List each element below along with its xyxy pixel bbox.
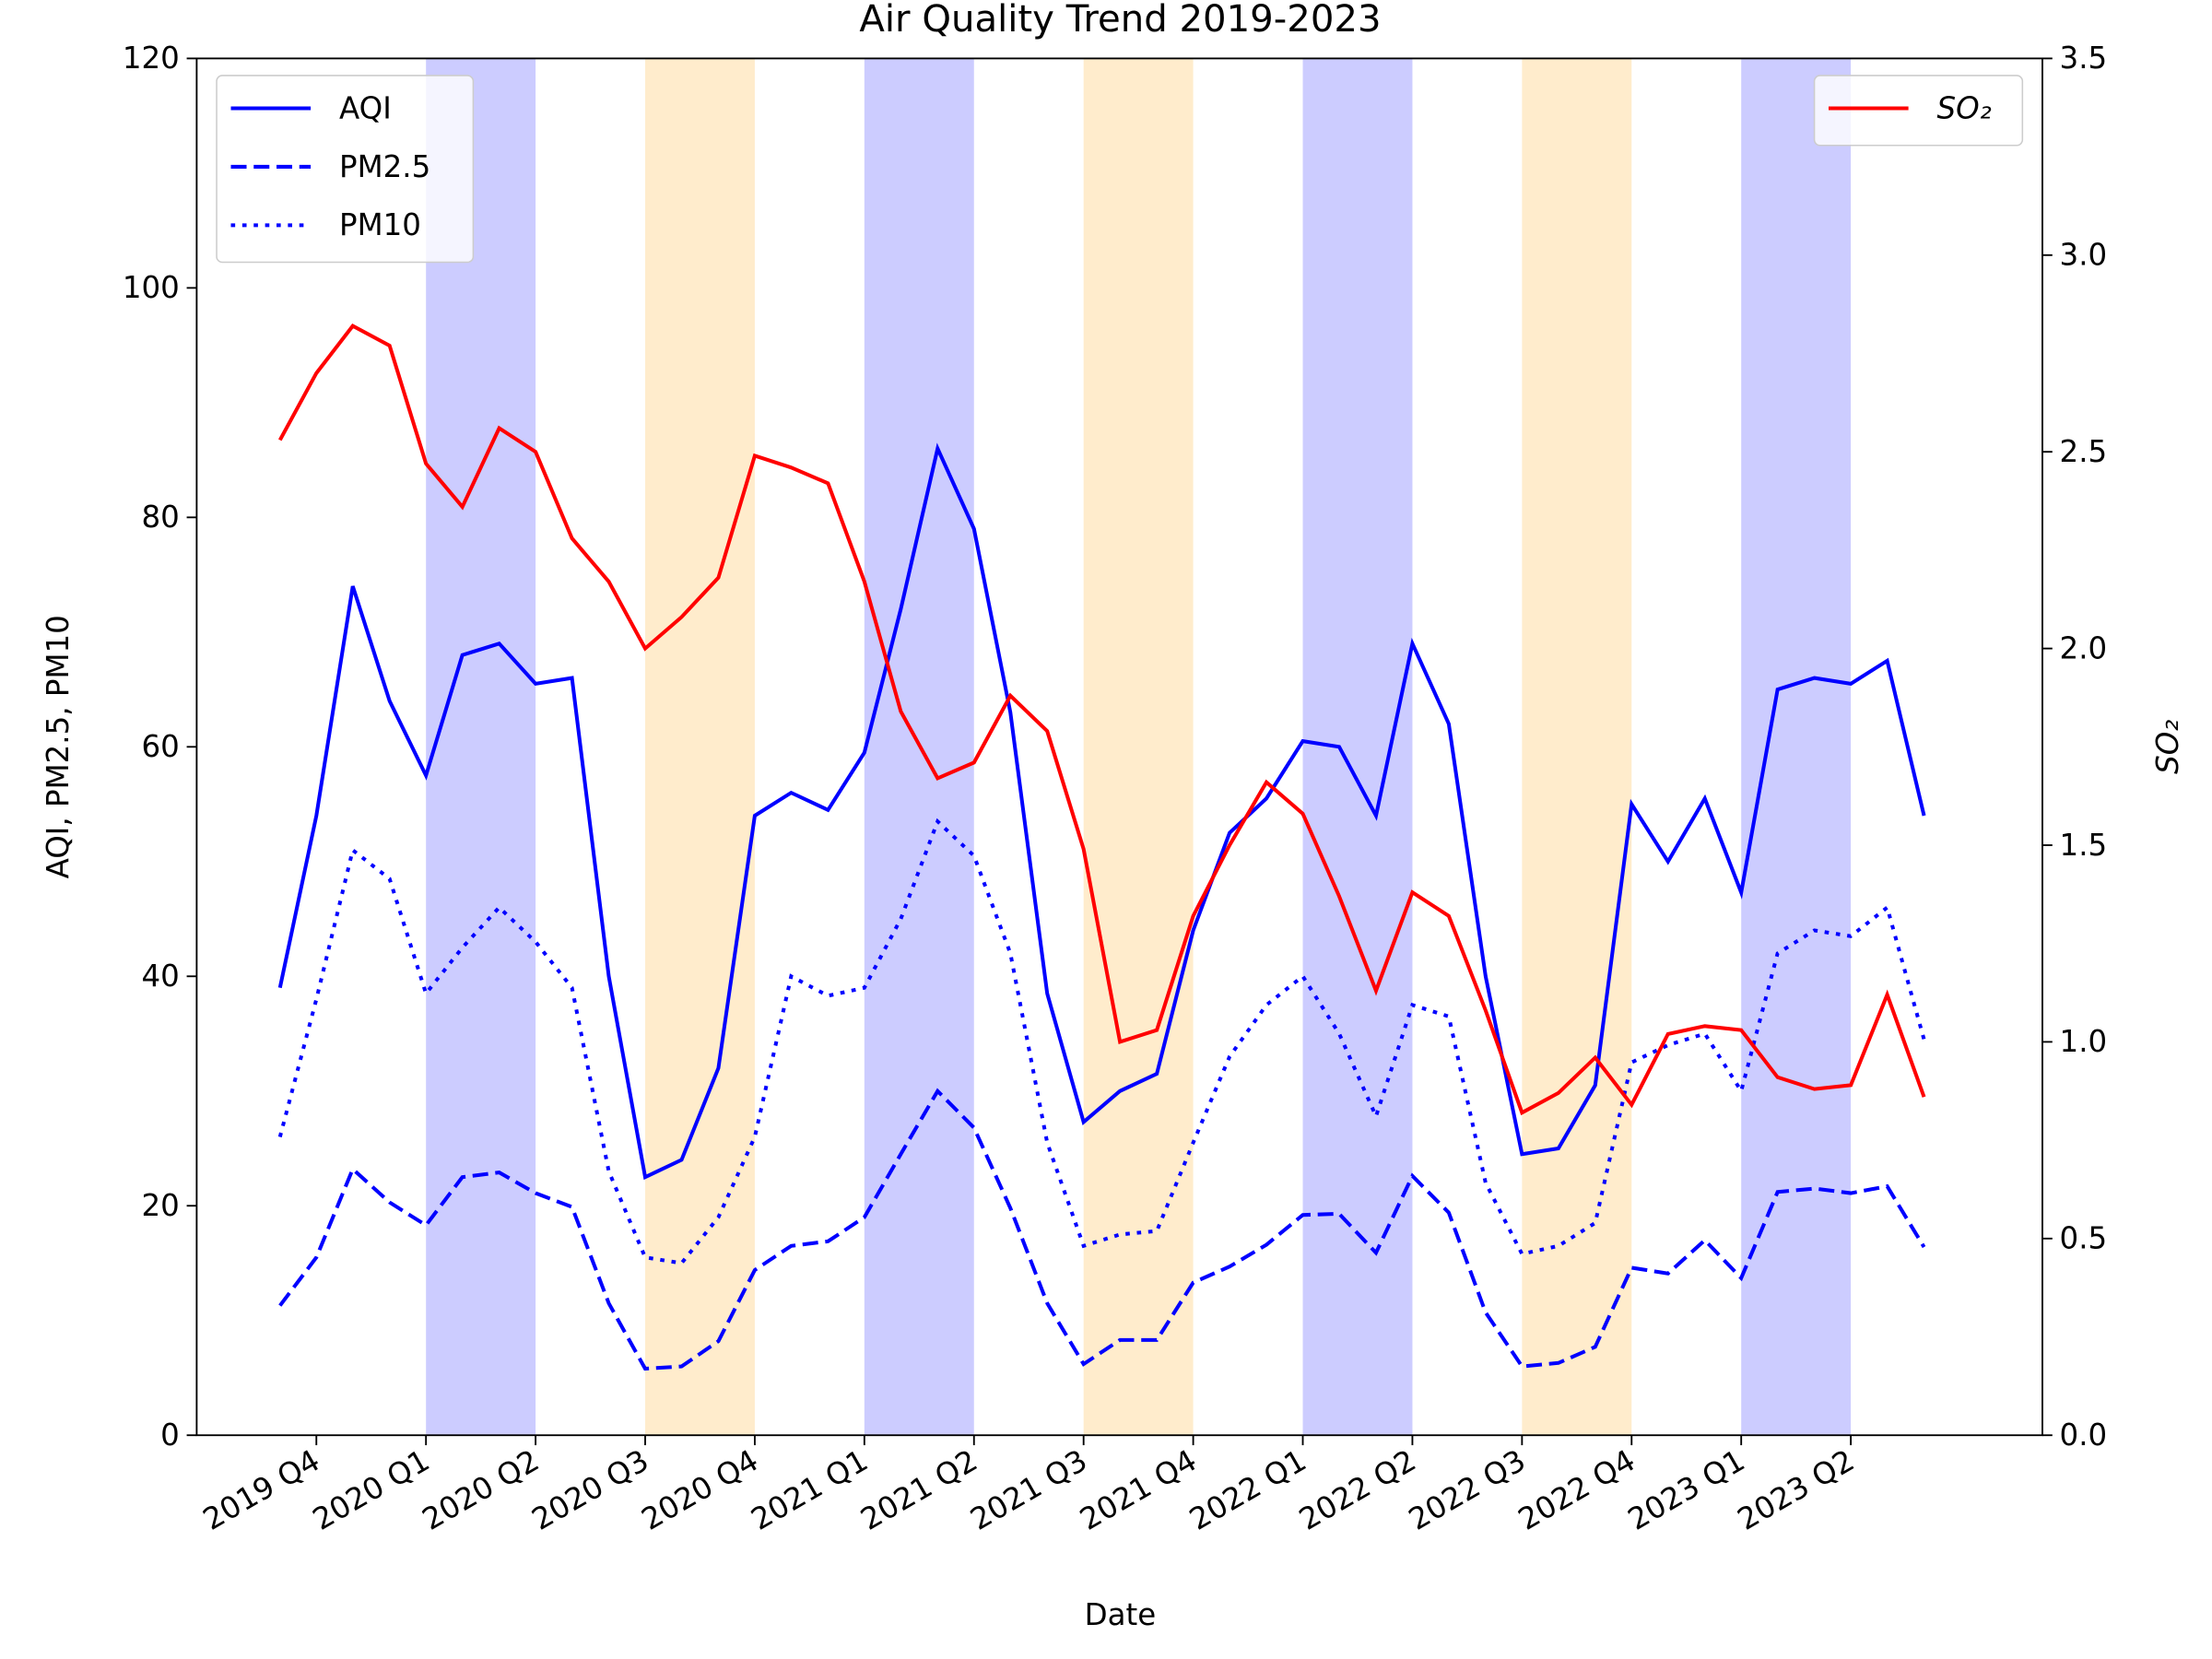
x-tick-label: 2020 Q4 (636, 1442, 765, 1536)
x-tick-label: 2021 Q2 (854, 1442, 983, 1536)
shaded-span (645, 58, 755, 1436)
series-line (278, 1088, 1926, 1371)
shaded-span (426, 58, 536, 1436)
y-tick-label: 40 (142, 959, 180, 994)
x-tick-label: 2022 Q3 (1403, 1442, 1532, 1536)
x-tick-label: 2021 Q3 (964, 1442, 1093, 1536)
x-tick-label: 2020 Q3 (526, 1442, 655, 1536)
shaded-span (1302, 58, 1413, 1436)
y-tick-label: 100 (123, 270, 180, 305)
x-tick-label: 2022 Q1 (1183, 1442, 1312, 1536)
x-tick-label: 2021 Q4 (1074, 1442, 1203, 1536)
y2-tick-label: 3.5 (2060, 41, 2108, 76)
y2-tick-label: 0.0 (2060, 1418, 2108, 1453)
series-line (278, 324, 1926, 1116)
x-tick-label: 2023 Q1 (1622, 1442, 1751, 1536)
x-tick-label: 2019 Q4 (197, 1442, 326, 1536)
legend-label: SO₂ (1937, 90, 1992, 125)
y-axis-label: AQI, PM2.5, PM10 (41, 615, 76, 878)
x-tick-label: 2021 Q1 (746, 1442, 875, 1536)
y2-tick-label: 3.0 (2060, 238, 2108, 273)
y2-tick-label: 0.5 (2060, 1221, 2108, 1256)
x-tick-label: 2022 Q2 (1293, 1442, 1422, 1536)
y-tick-label: 0 (160, 1418, 180, 1453)
x-tick-label: 2020 Q1 (307, 1442, 436, 1536)
legend-box (1813, 75, 2024, 147)
series-line (277, 442, 1926, 1181)
x-axis-label: Date (1085, 1597, 1157, 1632)
legend-box (216, 75, 475, 264)
legend-label: AQI (339, 90, 392, 125)
x-tick-label: 2023 Q2 (1732, 1442, 1861, 1536)
y2-axis-label: SO₂ (2150, 720, 2185, 774)
x-tick-label: 2020 Q2 (417, 1442, 546, 1536)
y2-tick-label: 1.0 (2060, 1024, 2108, 1059)
x-tick-label: 2022 Q4 (1512, 1442, 1641, 1536)
legend-label: PM10 (339, 207, 421, 242)
y-tick-label: 120 (123, 41, 180, 76)
chart-title: Air Quality Trend 2019-2023 (859, 0, 1381, 41)
legend-label: PM2.5 (339, 149, 430, 184)
legend: AQI PM2.5 PM10 (216, 75, 475, 264)
shaded-span (1741, 58, 1852, 1436)
shaded-span (1083, 58, 1194, 1436)
y-tick-label: 60 (142, 729, 180, 764)
y-tick-label: 20 (142, 1188, 180, 1223)
legend: SO₂ (1813, 75, 2024, 147)
y-tick-label: 80 (142, 500, 180, 535)
y2-tick-label: 1.5 (2060, 828, 2108, 863)
y2-tick-label: 2.5 (2060, 434, 2108, 469)
shaded-span (1522, 58, 1632, 1436)
y2-tick-label: 2.0 (2060, 630, 2108, 665)
